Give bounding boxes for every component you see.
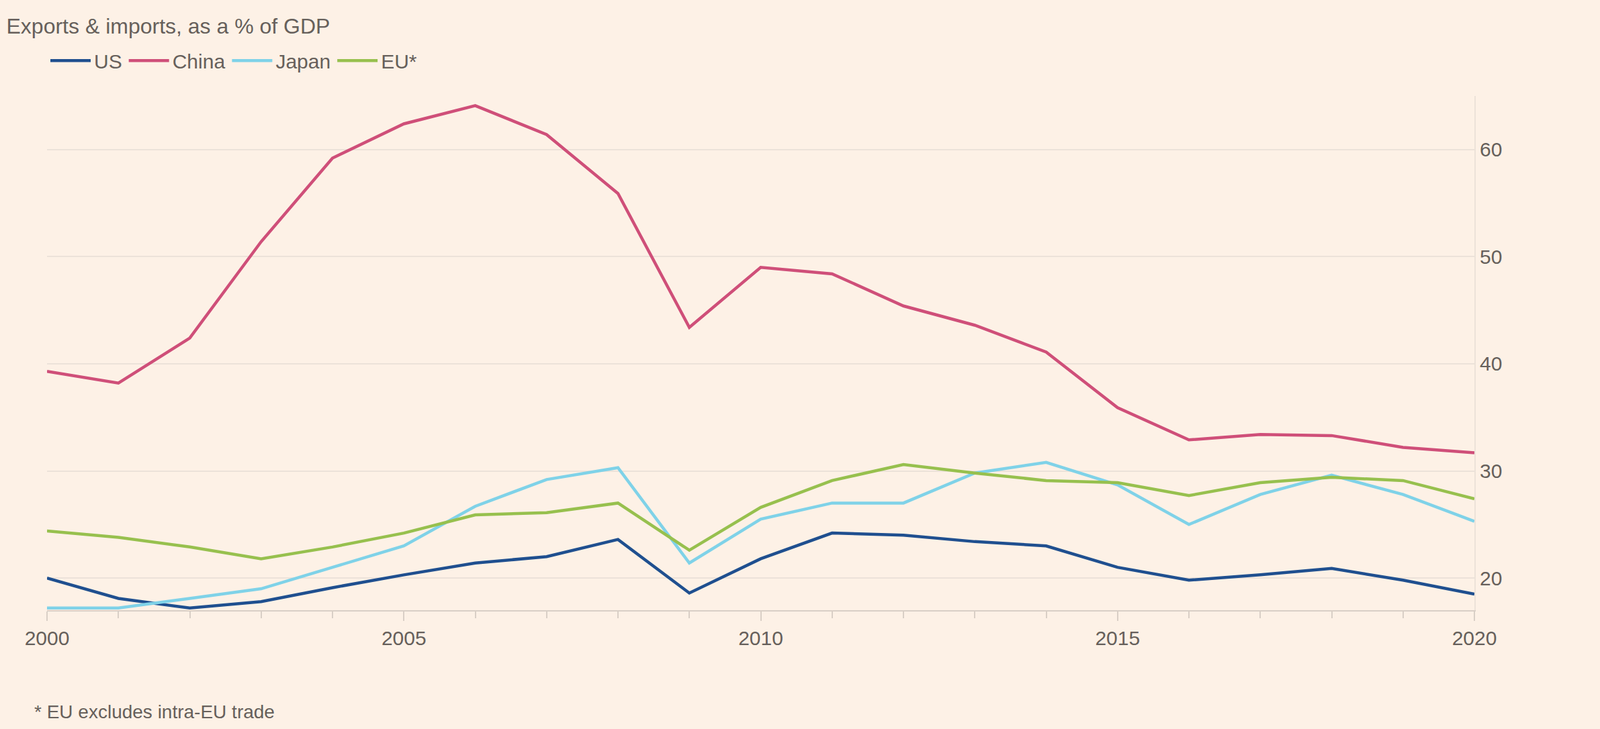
svg-text:30: 30 [1479, 460, 1502, 483]
svg-text:20: 20 [1479, 567, 1502, 590]
svg-text:2020: 2020 [1452, 627, 1498, 650]
svg-text:40: 40 [1479, 352, 1502, 375]
svg-text:Japan: Japan [275, 50, 331, 73]
svg-text:50: 50 [1479, 245, 1502, 269]
svg-text:EU*: EU* [380, 50, 418, 73]
svg-text:2005: 2005 [381, 627, 427, 650]
svg-text:2015: 2015 [1094, 627, 1140, 650]
svg-text:2010: 2010 [738, 627, 784, 650]
svg-text:US: US [94, 50, 123, 73]
svg-text:60: 60 [1479, 138, 1502, 161]
svg-text:* EU excludes intra-EU trade: * EU excludes intra-EU trade [34, 701, 275, 723]
svg-text:China: China [172, 50, 226, 73]
svg-text:Exports & imports, as a % of G: Exports & imports, as a % of GDP [6, 14, 331, 39]
svg-text:2000: 2000 [24, 627, 70, 650]
